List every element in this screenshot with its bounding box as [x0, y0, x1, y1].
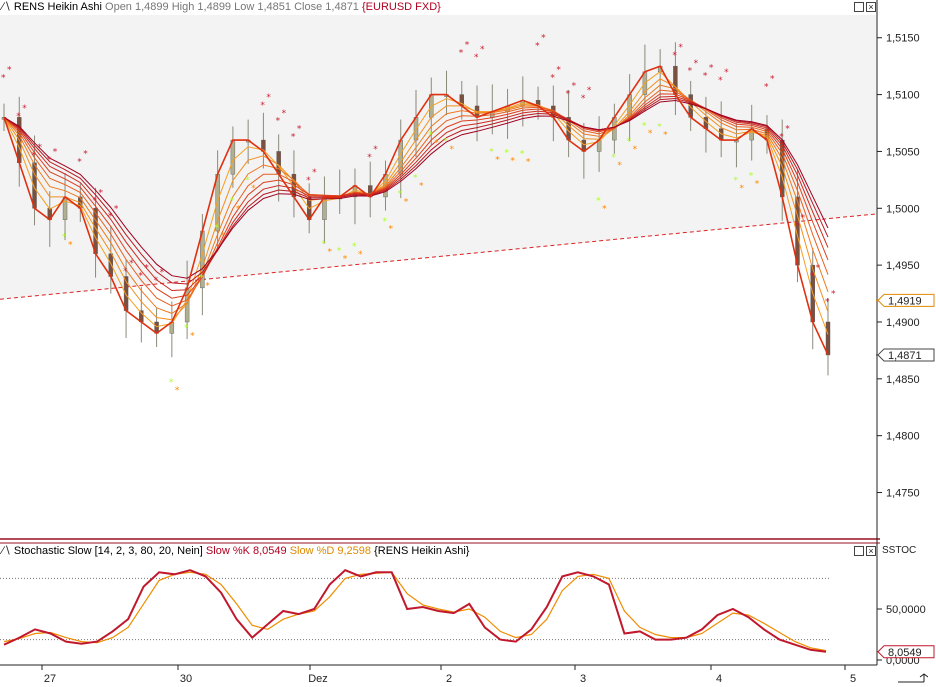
y-tick-label: 1,4750	[886, 488, 920, 500]
x-tick-label: 4	[716, 673, 722, 685]
stoch-indicator-icon: ∕∖	[2, 545, 11, 557]
y-tick-label: 1,4950	[886, 260, 920, 272]
x-tick-label: 2	[446, 673, 452, 685]
stoch-d-line	[3, 571, 827, 652]
x-tick-label: 30	[180, 673, 192, 685]
x-tick-label: 5	[850, 673, 856, 685]
resize-corner-icon[interactable]	[896, 672, 928, 684]
stoch-source: {RENS Heikin Ashi}	[374, 545, 470, 557]
stoch-title: Stochastic Slow [14, 2, 3, 80, 20, Nein]	[13, 545, 203, 557]
stoch-close-icon[interactable]: ×	[866, 546, 876, 556]
open-label: Open	[105, 1, 132, 13]
open-value: 1,4899	[135, 1, 169, 13]
main-panel-header: ∕∖ RENS Heikin Ashi Open 1,4899 High 1,4…	[2, 0, 441, 14]
high-label: High	[171, 1, 195, 13]
y-tick-label: 1,5100	[886, 90, 920, 102]
stoch-k-line	[3, 569, 827, 653]
stoch-k-label: Slow %K 8,0549	[205, 545, 287, 557]
main-panel: ∕∖ RENS Heikin Ashi Open 1,4899 High 1,4…	[2, 0, 441, 14]
stoch-panel-header: ∕∖ Stochastic Slow [14, 2, 3, 80, 20, Ne…	[2, 544, 469, 558]
low-label: Low	[234, 1, 255, 13]
high-value: 1,4899	[197, 1, 232, 13]
main-title: RENS Heikin Ashi	[13, 1, 102, 13]
stoch-maximize-icon[interactable]	[854, 546, 864, 556]
x-tick-label: 3	[580, 673, 586, 685]
low-value: 1,4851	[257, 1, 292, 13]
close-value: 1,4871	[325, 1, 359, 13]
main-close-icon[interactable]: ×	[866, 2, 876, 12]
stoch-y-tick-label: 0,0000	[886, 655, 920, 667]
close-label: Close	[294, 1, 323, 13]
symbol-label: {EURUSD FXD}	[362, 1, 441, 13]
y-tick-label: 1,4850	[886, 374, 920, 386]
price-marker-label: 1,4919	[888, 295, 922, 307]
stoch-y-tick-label: 50,0000	[886, 604, 926, 616]
main-maximize-icon[interactable]	[854, 2, 864, 12]
stoch-marker-label: 8,0549	[888, 647, 922, 659]
y-tick-label: 1,4900	[886, 317, 920, 329]
x-tick-label: Dez	[308, 673, 328, 685]
stoch-axis-title: SSTOC	[882, 545, 917, 556]
stoch-d-label: Slow %D 9,2598	[289, 545, 372, 557]
price-marker-box	[877, 293, 935, 307]
indicator-icon: ∕∖	[2, 1, 11, 13]
stoch-marker-box	[877, 645, 935, 659]
y-tick-label: 1,4800	[886, 431, 920, 443]
y-tick-label: 1,5050	[886, 146, 920, 158]
price-marker-label: 1,4871	[888, 350, 922, 362]
y-tick-label: 1,5000	[886, 203, 920, 215]
y-tick-label: 1,5150	[886, 33, 920, 45]
price-marker-box	[877, 348, 935, 362]
x-tick-label: 27	[44, 673, 56, 685]
